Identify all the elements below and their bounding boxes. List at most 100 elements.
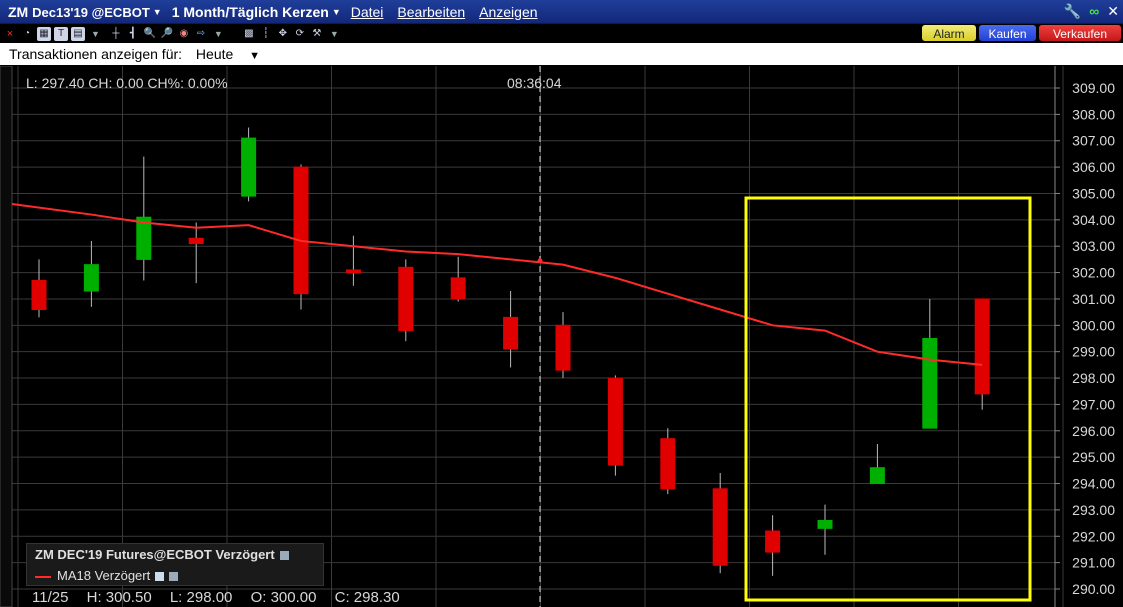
settings-tool-icon[interactable]: ⚒: [312, 28, 322, 39]
candle-body: [345, 269, 361, 274]
link-icon[interactable]: ∞: [1089, 3, 1100, 19]
candle-body: [974, 298, 990, 395]
highlight-box: [744, 196, 1032, 602]
candle-body: [765, 530, 781, 553]
y-axis-tick-label: 300.00: [1072, 317, 1115, 333]
low-value: L: 298.00: [169, 589, 233, 606]
candle-body: [450, 277, 466, 300]
window-title[interactable]: ZM Dec13'19 @ECBOT: [8, 4, 150, 20]
transactions-dropdown-icon[interactable]: ▼: [249, 50, 261, 62]
candle-body: [188, 237, 204, 245]
chart-legend: ZM DEC'19 Futures@ECBOT Verzögert MA18 V…: [26, 543, 324, 586]
open-value: O: 300.00: [250, 589, 317, 606]
candle-body: [503, 316, 519, 350]
y-axis-tick-label: 291.00: [1072, 555, 1115, 571]
zoom-out-icon[interactable]: 🔎: [160, 28, 174, 39]
y-axis-tick-label: 298.00: [1072, 370, 1115, 386]
y-axis-tick-label: 290.00: [1072, 581, 1115, 597]
y-axis-tick-label: 296.00: [1072, 423, 1115, 439]
y-axis-tick-label: 308.00: [1072, 106, 1115, 122]
tools-dropdown-icon[interactable]: ▼: [213, 28, 223, 39]
menu-anzeigen[interactable]: Anzeigen: [479, 3, 538, 20]
candle-body: [607, 377, 623, 466]
y-axis-tick-label: 293.00: [1072, 502, 1115, 518]
left-axis-strip: [0, 66, 13, 607]
candle-body: [660, 438, 676, 490]
arrow-right-icon[interactable]: ⇨: [196, 28, 206, 39]
crosshair-icon[interactable]: ┼: [112, 28, 120, 39]
candlestick-chart[interactable]: 309.00 308.00 307.00 306.00 305.00 304.00 303.…: [0, 66, 1123, 607]
legend-series-label: ZM DEC'19 Futures@ECBOT Verzögert: [35, 547, 275, 562]
wrench-icon[interactable]: 🔧: [1063, 3, 1082, 19]
ma18-line: [11, 203, 983, 366]
y-axis-tick-label: 302.00: [1072, 265, 1115, 281]
y-axis-tick-label: 297.00: [1072, 396, 1115, 412]
last-price-info: L: 297.40 CH: 0.00 CH%: 0.00%: [26, 75, 228, 91]
layout-dropdown-icon[interactable]: ▼: [91, 28, 100, 39]
candle-body: [31, 279, 47, 310]
crosshair-time-label: 08:36:04: [507, 75, 562, 91]
refresh-icon[interactable]: ⟳: [295, 28, 305, 39]
transactions-label: Transaktionen anzeigen für:: [9, 46, 183, 62]
transactions-filter-row: Transaktionen anzeigen für: Heute ▼: [0, 43, 1123, 65]
candle-body: [817, 519, 833, 529]
alarm-button[interactable]: Alarm: [921, 24, 977, 42]
drag-icon[interactable]: ✥: [278, 28, 288, 39]
y-axis-tick-label: 294.00: [1072, 476, 1115, 492]
legend-indicator-label: MA18 Verzögert: [57, 568, 151, 583]
date-label: 11/25: [32, 589, 69, 606]
candle-body: [712, 488, 728, 566]
candle-body: [241, 137, 257, 197]
clock-icon[interactable]: ◔: [23, 28, 31, 39]
split-icon[interactable]: ┆: [262, 28, 269, 39]
y-axis-tick-label: 307.00: [1072, 133, 1115, 149]
legend-indicator-row: MA18 Verzögert: [35, 568, 179, 583]
high-value: H: 300.50: [86, 589, 152, 606]
legend-indicator-checkbox-icon[interactable]: [155, 572, 165, 582]
calendar-icon[interactable]: ▦: [37, 26, 51, 41]
close-icon[interactable]: ✕: [1107, 3, 1119, 19]
legend-series-settings-icon[interactable]: [279, 551, 289, 561]
timeframe-label[interactable]: 1 Month/Täglich Kerzen: [171, 3, 329, 20]
chart-toolbar: × ◔ ▦ T ▤ ▼ ┼ ┫ 🔍 🔎 ◉ ⇨ ▼ ▩ ┆ ✥ ⟳ ⚒ ▼: [0, 24, 1123, 43]
chart-canvas[interactable]: 309.00 308.00 307.00 306.00 305.00 304.00 303.…: [0, 66, 1123, 607]
y-axis-tick-label: 305.00: [1072, 185, 1115, 201]
candle-body: [293, 166, 309, 295]
ohlc-readout: 11/25 H: 300.50 L: 298.00 O: 300.00 C: 2…: [32, 589, 414, 606]
y-axis-tick-label: 306.00: [1072, 159, 1115, 175]
y-axis-tick-label: 309.00: [1072, 80, 1115, 96]
y-axis-tick-label: 301.00: [1072, 291, 1115, 307]
transactions-filter-value[interactable]: Heute: [195, 46, 234, 62]
contract-label: Dec13'19 @ECBOT: [32, 4, 150, 20]
contract-dropdown-icon[interactable]: ▼: [152, 6, 162, 17]
candle-body: [136, 216, 152, 260]
candle-body: [922, 338, 938, 429]
text-tool-icon[interactable]: T: [54, 26, 68, 41]
buy-button[interactable]: Kaufen: [978, 24, 1037, 42]
candle-body: [555, 324, 571, 371]
bar-tool-icon[interactable]: ┫: [129, 28, 136, 39]
close-chart-icon[interactable]: ×: [6, 27, 14, 40]
grid-icon[interactable]: ▩: [244, 28, 254, 39]
window-title-bar: ZM Dec13'19 @ECBOT ▼ 1 Month/Täglich Ker…: [0, 0, 1123, 24]
menu-datei[interactable]: Datei: [350, 3, 384, 20]
y-axis-tick-label: 295.00: [1072, 449, 1115, 465]
candle-body: [83, 264, 99, 292]
menu-bearbeiten[interactable]: Bearbeiten: [397, 3, 466, 20]
legend-indicator-settings-icon[interactable]: [169, 572, 179, 582]
candle-body: [869, 467, 885, 485]
layout-icon[interactable]: ▤: [71, 26, 85, 41]
plot-area: [12, 66, 1055, 607]
candle-body: [398, 266, 414, 332]
settings-dropdown-icon[interactable]: ▼: [329, 28, 339, 39]
timeframe-dropdown-icon[interactable]: ▼: [331, 6, 341, 17]
y-axis-tick-label: 299.00: [1072, 344, 1115, 360]
y-axis-tick-label: 304.00: [1072, 212, 1115, 228]
globe-icon[interactable]: ◉: [179, 28, 189, 39]
y-axis-tick-label: 303.00: [1072, 238, 1115, 254]
sell-button[interactable]: Verkaufen: [1038, 24, 1122, 42]
close-value: C: 298.30: [334, 589, 400, 606]
ma-line-swatch: [35, 575, 51, 578]
symbol-label: ZM: [8, 3, 29, 20]
zoom-in-icon[interactable]: 🔍: [143, 28, 157, 39]
